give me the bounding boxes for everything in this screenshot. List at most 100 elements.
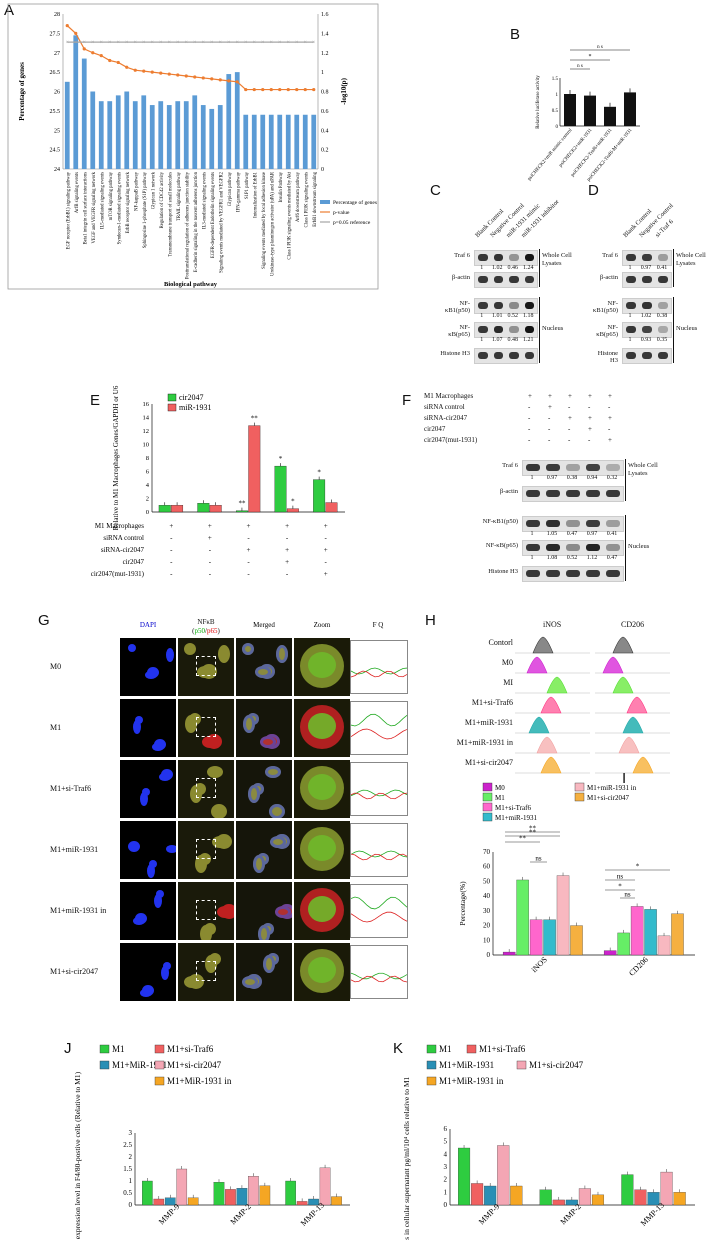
panel-h-peak (536, 736, 558, 754)
blot-bracket (539, 297, 540, 363)
panel-i-ytick: 40 (483, 892, 491, 900)
panel-h-histogram (595, 736, 670, 754)
panel-a-xtick: Sphingosine 1-phosphate (S1P) pathway (143, 171, 148, 248)
blot-band (642, 302, 652, 309)
panel-f-sign: - (588, 403, 591, 411)
blot-bracket (673, 297, 674, 363)
panel-h-histogram (595, 756, 670, 774)
panel-b-bar (584, 95, 596, 126)
panel-a-bar (200, 105, 206, 169)
panel-e-row-label: siRNA-cir2047 (101, 546, 145, 554)
panel-a-bar (98, 101, 104, 169)
panel-g-fq-p65-line (350, 975, 408, 983)
panel-f-condition-label: siRNA control (424, 403, 465, 411)
panel-g-cell (242, 976, 258, 988)
panel-k-ytick: 3 (444, 1163, 448, 1171)
blot-strip (474, 298, 538, 314)
panel-a-ref-point: × (134, 40, 137, 46)
panel-i-bar (543, 919, 556, 956)
panel-g-zoom-box (196, 778, 216, 798)
blot-band (566, 520, 580, 527)
panel-a-xlabel: Biological pathway (164, 281, 218, 288)
panel-f-sign: - (608, 425, 611, 433)
panel-a-ref-point: × (66, 40, 69, 46)
panel-e-sign: + (208, 534, 212, 542)
blot-strip (474, 250, 538, 266)
panel-j-ytick: 0.5 (123, 1189, 132, 1197)
panel-a-xtick: Posttranslational regulation of adherens… (185, 171, 190, 279)
panel-a-legend-genes: Percentage of genes (333, 199, 377, 206)
panel-f-sign: - (528, 425, 531, 433)
panel-a-xtick: Insulin Pathway (279, 171, 284, 202)
blot-quant: 0.41 (606, 531, 618, 537)
panel-label-e: E (90, 392, 101, 409)
blot-band (478, 302, 488, 309)
panel-k-legend-swatch (426, 1076, 437, 1086)
panel-a-ref-point: × (142, 40, 145, 46)
panel-a-pvalue-point (91, 51, 95, 55)
panel-a-ref-point: × (151, 40, 154, 46)
panel-i-legend-swatch (482, 792, 493, 802)
panel-a-bar (226, 74, 232, 169)
blot-band (478, 276, 488, 283)
panel-h-histogram (515, 736, 590, 754)
panel-a-bar (277, 114, 283, 169)
panel-i-bar (502, 951, 516, 956)
panel-a-xtick: EGF receptor (ErbB1) signaling pathway (66, 171, 71, 249)
panel-h-row-label: M1+si-cir2047 (464, 758, 513, 767)
panel-h-flow-cytometry: iNOS CD206 Contorl M0 MI M1+si-Traf6 M1+miR-19… (425, 618, 715, 788)
panel-a-ref-point: × (270, 40, 273, 46)
blot-band (658, 302, 668, 309)
blot-band (509, 352, 519, 359)
blot-band (658, 276, 668, 283)
panel-j-xtick: MMP-9 (157, 1202, 181, 1226)
panel-a-xtick: EGFR-dependent Endothelin signaling even… (211, 172, 216, 258)
blot-quant: 0.97 (546, 475, 558, 481)
panel-a-bar (90, 91, 96, 169)
blot-band (478, 254, 488, 261)
panel-a-bar (141, 95, 147, 169)
panel-f-sign: - (568, 425, 571, 433)
panel-g-cell (260, 736, 276, 748)
blot-group-nucleus: Nucleus (628, 543, 650, 550)
panel-b-star: * (589, 54, 592, 60)
panel-g-row-label: M1 (50, 723, 62, 732)
panel-e-sign: + (169, 522, 173, 530)
blot-quant: 0.94 (586, 475, 598, 481)
panel-i-bar (516, 879, 529, 956)
panel-e-legend-swatch-mir (167, 403, 177, 412)
panel-label-k: K (393, 1040, 404, 1057)
panel-a-legend-pvalue: p-value (333, 210, 350, 216)
blot-quant: 1 (628, 313, 632, 319)
panel-a-xtick: ErbB receptor signaling network (126, 171, 131, 233)
panel-g-row-label: M0 (50, 662, 62, 671)
panel-g-fq-svg (350, 896, 408, 923)
panel-a-ylabel: Percentage of genes (18, 62, 26, 121)
panel-e-bar-mir1931 (286, 508, 299, 513)
panel-g-nfkb-image (178, 638, 234, 696)
blot-group-whole: Whole Cell Lysates (676, 252, 706, 267)
panel-a-pvalue-point (116, 60, 120, 65)
panel-a-pvalue-point (303, 87, 307, 92)
blot-bracket (673, 249, 674, 287)
panel-a-pvalue-point (312, 87, 316, 92)
panel-a-bar (149, 105, 155, 169)
blot-band (606, 570, 620, 577)
panel-e-ytick: 4 (146, 482, 150, 489)
paren: ( (192, 627, 195, 635)
panel-g-zoom-nucleus (308, 957, 336, 983)
panel-g-fq-svg (350, 789, 408, 800)
panel-f-condition-label: cir2047(mut-1931) (424, 436, 478, 444)
panel-e-bar-cir2047 (197, 503, 210, 513)
panel-j-ytick: 1 (129, 1177, 133, 1185)
panel-k-bar (591, 1194, 605, 1206)
panel-b-chart: 0 0.5 1 1.5 Relative luciferase activity psiC… (527, 45, 640, 183)
panel-j-ytick: 0 (129, 1201, 133, 1209)
nfkb-p65-label: p65 (206, 627, 218, 635)
panel-k-bar (673, 1192, 686, 1206)
panel-e-bar-mir1931 (171, 505, 184, 513)
panel-g-zoom-box (196, 656, 216, 676)
panel-a-chart: 24 24.5 25 25.5 26 26.5 27 27.5 28 0 0.2 0.4 0.6 0.8 1… (7, 3, 379, 290)
panel-g-cell (269, 804, 285, 818)
panel-a-ytick: 27.5 (50, 31, 61, 37)
